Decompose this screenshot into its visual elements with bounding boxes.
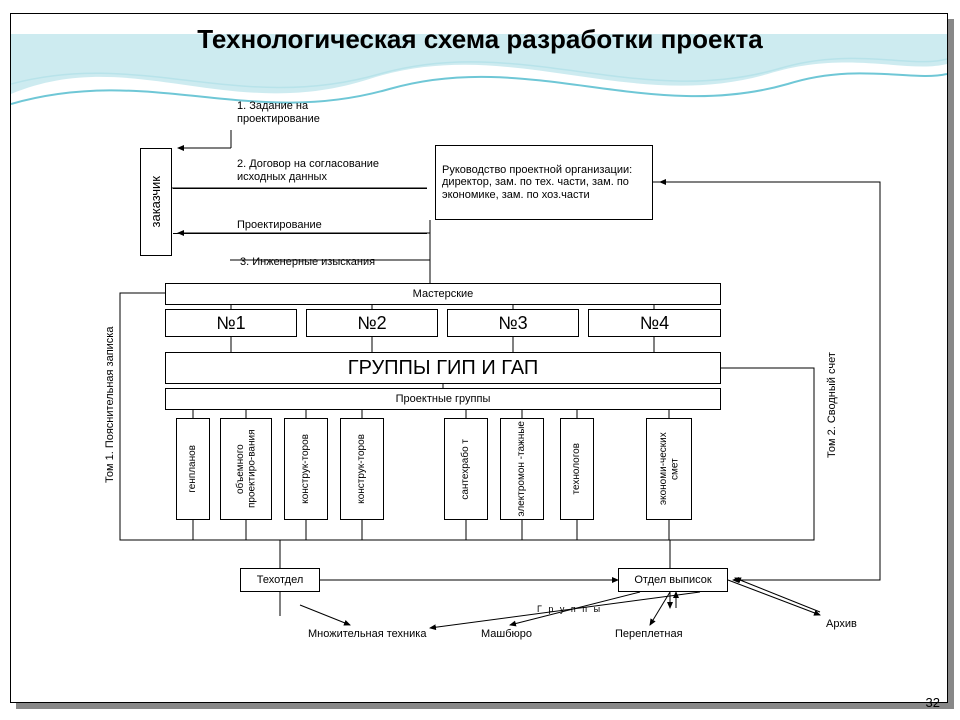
box-n1: №1 [165, 309, 297, 337]
box-customer: заказчик [140, 148, 172, 256]
box-n4: №4 [588, 309, 721, 337]
label-survey: 3. Инженерные изыскания [240, 256, 440, 269]
box-management: Руководство проектной организации: дирек… [435, 145, 653, 220]
box-group-constr2: конструк-торов [340, 418, 384, 520]
customer-label: заказчик [149, 176, 164, 228]
label-groups-spaced: Г р у п п ы [537, 604, 617, 615]
box-group-genplanov: генпланов [176, 418, 210, 520]
label-bindery: Переплетная [615, 628, 683, 641]
box-group-constr1: конструк-торов [284, 418, 328, 520]
box-group-santech: сантехрабо т [444, 418, 488, 520]
label-task: 1. Задание напроектирование [237, 100, 387, 126]
box-group-electro: электромон -тажные [500, 418, 544, 520]
box-group-volume: объемного проектиро-вания [220, 418, 272, 520]
box-project-groups: Проектные группы [165, 388, 721, 410]
agreement-underline [173, 188, 427, 189]
label-archive: Архив [826, 618, 857, 631]
box-workshops: Мастерские [165, 283, 721, 305]
box-n3: №3 [447, 309, 579, 337]
box-gip-gap: ГРУППЫ ГИП И ГАП [165, 352, 721, 384]
box-group-tech: технологов [560, 418, 594, 520]
box-tech-dept: Техотдел [240, 568, 320, 592]
page-number: 32 [926, 695, 940, 710]
box-n2: №2 [306, 309, 438, 337]
label-tom1: Том 1. Пояснительная записка [104, 300, 117, 510]
label-design: Проектирование [237, 219, 387, 232]
label-mashburo: Машбюро [481, 628, 532, 641]
label-print-tech: Множительная техника [308, 628, 426, 641]
label-agreement: 2. Договор на согласованиеисходных данны… [237, 158, 437, 184]
box-group-econ: экономи-ческих смет [646, 418, 692, 520]
label-tom2: Том 2. Сводный счет [826, 320, 839, 490]
page-title: Технологическая схема разработки проекта [50, 24, 910, 55]
design-underline [173, 233, 427, 234]
box-extracts: Отдел выписок [618, 568, 728, 592]
